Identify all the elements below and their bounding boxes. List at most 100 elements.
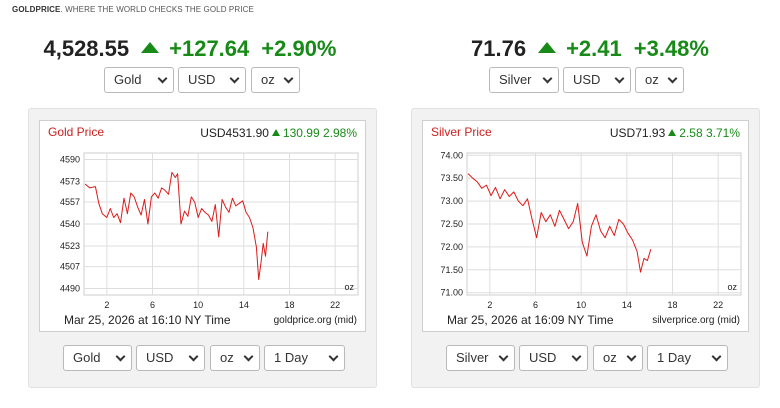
gold-unit-label: oz bbox=[344, 282, 354, 292]
gold-y-tick-label: 4540 bbox=[60, 219, 80, 229]
gold-bottom-currency-value: USD bbox=[146, 350, 174, 365]
silver-bottom-unit-value: oz bbox=[603, 350, 617, 365]
silver-metal-select[interactable]: Silver bbox=[489, 67, 559, 93]
up-arrow-icon bbox=[668, 129, 677, 136]
silver-y-tick-label: 72.00 bbox=[440, 242, 463, 252]
chevron-down-icon bbox=[328, 351, 339, 362]
gold-price: 4,528.55 bbox=[43, 36, 130, 61]
brand-tagline: . WHERE THE WORLD CHECKS THE GOLD PRICE bbox=[60, 5, 254, 14]
chevron-down-icon bbox=[498, 351, 509, 362]
gold-chart-quote: USD4531.90 130.99 2.98% bbox=[200, 126, 357, 140]
silver-quote: 71.76 +2.41 +3.48% bbox=[400, 36, 780, 62]
silver-unit-select[interactable]: oz bbox=[635, 67, 684, 93]
gold-chart-percent: 2.98% bbox=[322, 126, 357, 140]
chevron-down-icon bbox=[115, 351, 126, 362]
silver-currency-value: USD bbox=[573, 72, 601, 87]
silver-metal-value: Silver bbox=[499, 72, 532, 87]
silver-x-tick-label: 10 bbox=[576, 300, 586, 310]
gold-y-tick-label: 4507 bbox=[60, 262, 80, 272]
gold-period-select[interactable]: 1 Day bbox=[264, 345, 345, 371]
silver-y-tick-label: 72.50 bbox=[440, 219, 463, 229]
silver-chart-price: USD71.93 bbox=[609, 126, 666, 140]
gold-x-tick-label: 14 bbox=[239, 300, 249, 310]
gold-chart-timestamp: Mar 25, 2026 at 16:10 NY Time bbox=[64, 313, 231, 327]
silver-chart: Silver Price USD71.93 2.58 3.71% 74.00 73.… bbox=[422, 120, 749, 332]
silver-y-tick-label: 73.50 bbox=[440, 173, 463, 183]
gold-x-tick-label: 18 bbox=[284, 300, 294, 310]
chevron-down-icon bbox=[283, 73, 294, 84]
chevron-down-icon bbox=[571, 351, 582, 362]
gold-unit-value: oz bbox=[261, 72, 275, 87]
gold-x-tick-label: 22 bbox=[330, 300, 340, 310]
up-arrow-icon bbox=[271, 129, 280, 136]
gold-plot: 4590 4573 4557 4540 4523 4507 4490 2 6 10 14 18 22 oz bbox=[60, 152, 359, 310]
chevron-down-icon bbox=[626, 351, 637, 362]
gold-currency-select[interactable]: USD bbox=[178, 67, 246, 93]
silver-y-tick-label: 71.50 bbox=[440, 265, 463, 275]
up-arrow-icon bbox=[538, 42, 557, 53]
gold-chart-title: Gold Price bbox=[48, 125, 105, 139]
up-arrow-icon bbox=[141, 42, 160, 53]
silver-chart-source: silverprice.org (mid) bbox=[652, 315, 740, 326]
silver-x-tick-label: 6 bbox=[533, 300, 538, 310]
gold-unit-select[interactable]: oz bbox=[251, 67, 300, 93]
silver-plot: 74.00 73.50 73.00 72.50 72.00 71.50 71.00 2 6 10 1… bbox=[440, 150, 742, 310]
gold-percent: +2.90% bbox=[261, 36, 337, 61]
silver-x-tick-label: 22 bbox=[713, 300, 723, 310]
chevron-down-icon bbox=[614, 73, 625, 84]
gold-chart: Gold Price USD4531.90 130.99 2.98% 4590 45… bbox=[39, 120, 366, 332]
silver-currency-select[interactable]: USD bbox=[563, 67, 631, 93]
gold-x-tick-label: 2 bbox=[104, 300, 109, 310]
silver-chart-percent: 3.71% bbox=[705, 126, 740, 140]
silver-chart-timestamp: Mar 25, 2026 at 16:09 NY Time bbox=[447, 313, 614, 327]
gold-chart-change: 130.99 bbox=[282, 126, 320, 140]
silver-x-tick-label: 18 bbox=[667, 300, 677, 310]
silver-bottom-currency-select[interactable]: USD bbox=[519, 345, 588, 371]
gold-chart-source: goldprice.org (mid) bbox=[273, 315, 357, 326]
silver-column: 71.76 +2.41 +3.48% Silver USD oz Silver … bbox=[400, 0, 780, 408]
silver-y-tick-label: 71.00 bbox=[440, 288, 463, 298]
silver-price: 71.76 bbox=[471, 36, 527, 61]
brand-name: GOLDPRICE bbox=[12, 5, 61, 14]
chevron-down-icon bbox=[157, 73, 168, 84]
chevron-down-icon bbox=[542, 73, 553, 84]
gold-y-tick-label: 4557 bbox=[60, 197, 80, 207]
gold-period-value: 1 Day bbox=[274, 350, 308, 365]
gold-y-tick-label: 4523 bbox=[60, 241, 80, 251]
silver-bottom-metal-select[interactable]: Silver bbox=[446, 345, 515, 371]
silver-x-tick-label: 2 bbox=[487, 300, 492, 310]
gold-x-tick-label: 10 bbox=[193, 300, 203, 310]
silver-y-tick-label: 74.00 bbox=[440, 150, 463, 160]
gold-chart-price: USD4531.90 bbox=[200, 126, 269, 140]
gold-bottom-metal-select[interactable]: Gold bbox=[63, 345, 132, 371]
gold-bottom-currency-select[interactable]: USD bbox=[136, 345, 205, 371]
gold-price-line bbox=[84, 171, 269, 280]
silver-bottom-unit-select[interactable]: oz bbox=[593, 345, 643, 371]
gold-x-tick-label: 6 bbox=[150, 300, 155, 310]
silver-period-select[interactable]: 1 Day bbox=[647, 345, 728, 371]
silver-bottom-currency-value: USD bbox=[529, 350, 557, 365]
gold-change: +127.64 bbox=[169, 36, 250, 61]
gold-quote: 4,528.55 +127.64 +2.90% bbox=[0, 36, 380, 62]
gold-y-tick-label: 4590 bbox=[60, 154, 80, 164]
gold-bottom-metal-value: Gold bbox=[73, 350, 101, 365]
chevron-down-icon bbox=[243, 351, 254, 362]
silver-chart-panel: Silver Price USD71.93 2.58 3.71% 74.00 73.… bbox=[411, 108, 760, 388]
gold-bottom-unit-select[interactable]: oz bbox=[210, 345, 260, 371]
silver-period-value: 1 Day bbox=[657, 350, 691, 365]
gold-metal-select[interactable]: Gold bbox=[104, 67, 174, 93]
silver-unit-value: oz bbox=[645, 72, 659, 87]
silver-chart-title: Silver Price bbox=[431, 125, 492, 139]
chevron-down-icon bbox=[229, 73, 240, 84]
silver-price-line bbox=[467, 173, 652, 273]
gold-bottom-unit-value: oz bbox=[220, 350, 234, 365]
silver-chart-quote: USD71.93 2.58 3.71% bbox=[610, 126, 740, 140]
gold-column: 4,528.55 +127.64 +2.90% Gold USD oz Gold… bbox=[0, 0, 380, 408]
chevron-down-icon bbox=[188, 351, 199, 362]
silver-change: +2.41 bbox=[566, 36, 622, 61]
silver-chart-change: 2.58 bbox=[679, 126, 703, 140]
chevron-down-icon bbox=[711, 351, 722, 362]
silver-unit-label: oz bbox=[727, 282, 737, 292]
gold-metal-value: Gold bbox=[114, 72, 142, 87]
gold-y-tick-label: 4490 bbox=[60, 284, 80, 294]
